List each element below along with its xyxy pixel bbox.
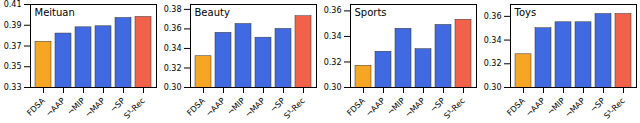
- svg-text:0.36: 0.36: [324, 6, 342, 15]
- svg-text:¬MAP: ¬MAP: [243, 96, 266, 119]
- svg-text:Sports: Sports: [355, 7, 387, 18]
- svg-text:¬SP: ¬SP: [268, 96, 287, 115]
- svg-text:Meituan: Meituan: [35, 7, 75, 18]
- svg-text:S³-Rec: S³-Rec: [602, 96, 627, 121]
- svg-text:¬SP: ¬SP: [108, 96, 127, 115]
- svg-text:0.41: 0.41: [4, 0, 22, 9]
- svg-text:0.32: 0.32: [484, 59, 502, 68]
- svg-text:0.36: 0.36: [484, 12, 502, 21]
- svg-text:¬MIP: ¬MIP: [545, 96, 567, 118]
- svg-text:S³-Rec: S³-Rec: [282, 96, 307, 121]
- svg-text:¬SP: ¬SP: [428, 96, 447, 115]
- svg-text:¬MAP: ¬MAP: [403, 96, 426, 119]
- svg-text:0.34: 0.34: [484, 36, 502, 45]
- svg-text:0.30: 0.30: [324, 83, 342, 92]
- svg-text:0.37: 0.37: [4, 42, 22, 51]
- svg-text:¬AAP: ¬AAP: [524, 96, 547, 119]
- svg-text:0.30: 0.30: [164, 83, 182, 92]
- svg-text:¬AAP: ¬AAP: [44, 96, 67, 119]
- svg-text:0.34: 0.34: [324, 32, 342, 41]
- svg-text:¬MAP: ¬MAP: [83, 96, 106, 119]
- svg-text:0.36: 0.36: [164, 24, 182, 33]
- svg-text:0.33: 0.33: [4, 83, 22, 92]
- svg-text:¬MAP: ¬MAP: [563, 96, 586, 119]
- svg-text:0.32: 0.32: [164, 64, 182, 73]
- svg-text:0.30: 0.30: [484, 83, 502, 92]
- svg-text:Beauty: Beauty: [195, 7, 230, 18]
- svg-text:¬AAP: ¬AAP: [364, 96, 387, 119]
- svg-text:0.39: 0.39: [4, 21, 22, 30]
- svg-text:¬MIP: ¬MIP: [225, 96, 247, 118]
- svg-text:0.32: 0.32: [324, 58, 342, 67]
- svg-text:S³-Rec: S³-Rec: [442, 96, 467, 121]
- svg-text:FDSA: FDSA: [345, 96, 367, 118]
- svg-text:FDSA: FDSA: [505, 96, 527, 118]
- svg-text:0.35: 0.35: [4, 62, 22, 71]
- svg-text:¬MIP: ¬MIP: [385, 96, 407, 118]
- svg-text:¬AAP: ¬AAP: [204, 96, 227, 119]
- svg-text:¬MIP: ¬MIP: [65, 96, 87, 118]
- svg-text:Toys: Toys: [514, 7, 537, 18]
- svg-text:0.38: 0.38: [164, 5, 182, 14]
- svg-text:S³-Rec: S³-Rec: [122, 96, 147, 121]
- svg-text:FDSA: FDSA: [185, 96, 207, 118]
- svg-text:0.34: 0.34: [164, 44, 182, 53]
- svg-text:FDSA: FDSA: [25, 96, 47, 118]
- svg-text:¬SP: ¬SP: [588, 96, 607, 115]
